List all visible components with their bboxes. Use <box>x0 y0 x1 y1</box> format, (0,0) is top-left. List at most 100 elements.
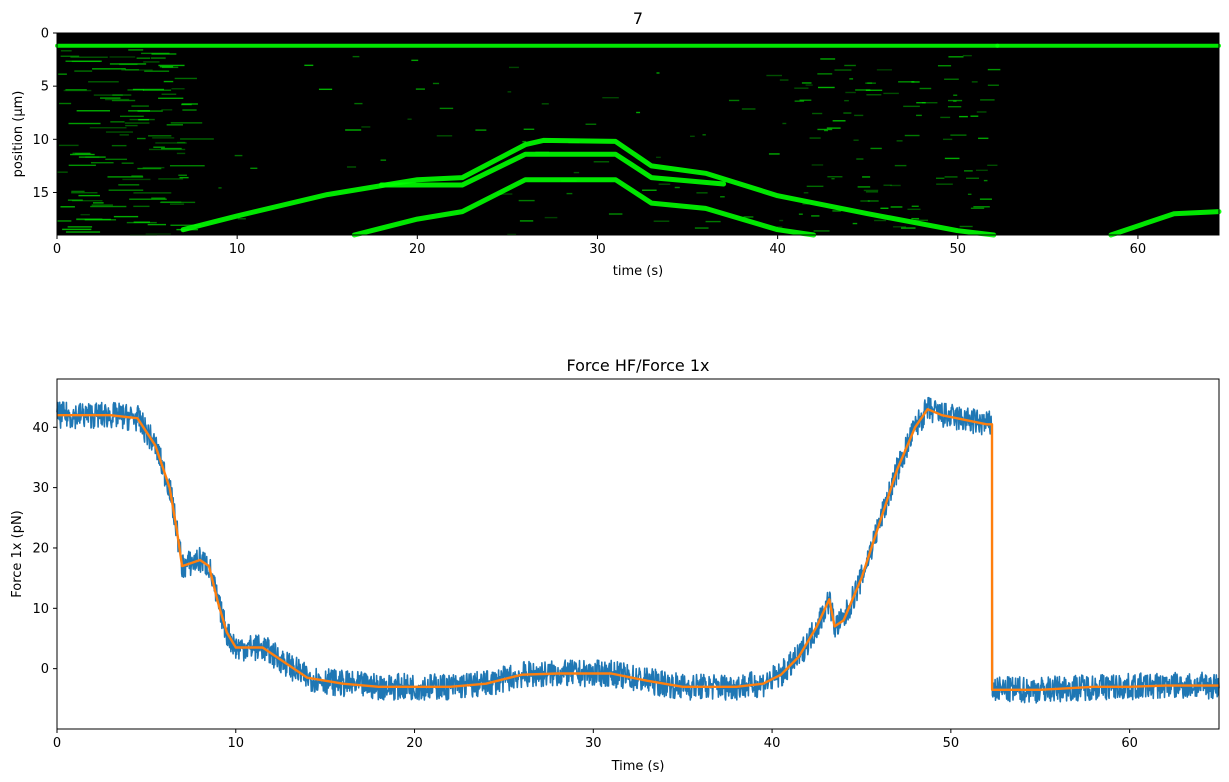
kymograph-noise-streak <box>656 156 661 159</box>
kymograph-noise-streak <box>182 109 197 111</box>
kymograph-noise-streak <box>890 206 903 208</box>
kymograph-noise-streak <box>970 115 979 117</box>
kymograph-noise-streak <box>820 58 836 60</box>
kymograph-noise-streak <box>161 93 177 95</box>
kymograph-noise-streak <box>166 124 183 126</box>
kymograph-noise-streak <box>809 137 821 139</box>
kymograph-noise-streak <box>811 164 824 166</box>
kymograph-noise-streak <box>696 192 708 194</box>
kymograph-noise-streak <box>161 147 182 150</box>
kymograph-noise-streak <box>78 156 106 158</box>
kymograph-y-tick-label: 10 <box>32 133 49 148</box>
kymograph-noise-streak <box>380 159 387 161</box>
kymograph-noise-streak <box>964 170 973 172</box>
force-panel: Force HF/Force 1x 0 10 20 30 40 50 60 0 10 20 30 4… <box>10 356 1220 774</box>
kymograph-x-tick-label: 30 <box>589 242 606 257</box>
kymograph-noise-streak <box>702 134 706 136</box>
kymograph-noise-streak <box>824 129 828 132</box>
kymograph-noise-streak <box>916 101 926 104</box>
kymograph-noise-streak <box>743 216 754 218</box>
kymograph-noise-streak <box>179 176 189 179</box>
kymograph-noise-streak <box>947 106 962 108</box>
kymograph-noise-streak <box>60 50 72 52</box>
kymograph-noise-streak <box>865 82 876 84</box>
kymograph-noise-streak <box>72 152 91 154</box>
kymograph-noise-streak <box>133 192 172 194</box>
kymograph-noise-streak <box>90 162 114 164</box>
kymograph-noise-streak <box>508 66 519 69</box>
kymograph-noise-streak <box>58 73 67 75</box>
force-y-tick-label: 40 <box>32 421 49 436</box>
kymograph-noise-streak <box>71 200 103 202</box>
kymograph-noise-streak <box>827 176 843 178</box>
kymograph-noise-streak <box>170 122 203 124</box>
kymograph-noise-streak <box>940 116 951 119</box>
kymograph-noise-streak <box>944 176 958 178</box>
kymograph-noise-streak <box>694 227 709 229</box>
kymograph-panel: 7 0 10 20 30 40 50 60 0 5 10 15 time (s) position… <box>11 9 1222 279</box>
kymograph-noise-streak <box>151 53 177 55</box>
kymograph-noise-streak <box>608 213 623 215</box>
kymograph-x-tick-label: 10 <box>229 242 246 257</box>
kymograph-noise-streak <box>128 49 144 51</box>
kymograph-noise-streak <box>112 94 132 96</box>
kymograph-noise-streak <box>415 88 425 90</box>
kymograph-x-tick-label: 50 <box>950 242 967 257</box>
kymograph-x-tick-label: 20 <box>409 242 426 257</box>
kymograph-noise-streak <box>91 204 113 206</box>
kymograph-noise-streak <box>158 64 185 67</box>
kymograph-noise-streak <box>911 81 920 83</box>
kymograph-noise-streak <box>870 147 882 150</box>
kymograph-noise-streak <box>971 81 978 83</box>
kymograph-noise-streak <box>180 138 214 140</box>
kymograph-noise-streak <box>944 157 960 160</box>
kymograph-noise-streak <box>174 77 197 80</box>
kymograph-noise-streak <box>519 220 534 222</box>
kymograph-noise-streak <box>234 154 243 157</box>
kymograph-noise-streak <box>128 110 150 112</box>
kymograph-noise-streak <box>967 193 972 195</box>
kymograph-noise-streak <box>768 153 780 155</box>
kymograph-noise-streak <box>860 200 870 202</box>
kymograph-noise-streak <box>178 174 187 176</box>
kymograph-noise-streak <box>962 54 972 57</box>
kymograph-noise-streak <box>57 220 72 222</box>
kymograph-noise-streak <box>113 215 139 218</box>
kymograph-noise-streak <box>966 177 980 179</box>
kymograph-y-label: position (µm) <box>11 91 26 178</box>
kymograph-noise-streak <box>136 57 151 59</box>
kymograph-noise-streak <box>475 129 487 131</box>
kymograph-noise-streak <box>865 191 879 193</box>
kymograph-noise-streak <box>345 129 362 131</box>
kymograph-noise-streak <box>855 89 871 91</box>
kymograph-noise-streak <box>125 124 138 127</box>
kymograph-noise-streak <box>844 64 856 67</box>
kymograph-noise-streak <box>541 103 549 105</box>
kymograph-noise-streak <box>794 87 809 89</box>
kymograph-noise-streak <box>843 112 852 114</box>
kymograph-noise-streak <box>92 68 126 70</box>
kymograph-noise-streak <box>121 162 134 164</box>
kymograph-noise-streak <box>919 87 932 90</box>
kymograph-noise-streak <box>65 89 87 91</box>
kymograph-noise-streak <box>105 158 127 161</box>
kymograph-noise-streak <box>970 207 985 209</box>
force-title: Force HF/Force 1x <box>566 356 709 375</box>
kymograph-noise-streak <box>63 89 92 92</box>
kymograph-noise-streak <box>62 228 92 231</box>
kymograph-noise-streak <box>169 203 185 205</box>
kymograph-noise-streak <box>159 66 174 68</box>
kymograph-noise-streak <box>865 89 883 91</box>
kymograph-noise-streak <box>131 105 149 107</box>
kymograph-noise-streak <box>70 56 108 58</box>
kymograph-noise-streak <box>944 78 959 80</box>
kymograph-noise-streak <box>983 179 988 182</box>
kymograph-noise-streak <box>987 164 998 167</box>
kymograph-noise-streak <box>937 65 952 67</box>
force-x-tick-label: 60 <box>1121 736 1138 751</box>
kymograph-noise-streak <box>119 63 138 66</box>
kymograph-noise-streak <box>978 137 989 140</box>
force-plot-area <box>57 379 1219 729</box>
kymograph-noise-streak <box>90 205 127 208</box>
kymograph-noise-streak <box>876 69 892 71</box>
